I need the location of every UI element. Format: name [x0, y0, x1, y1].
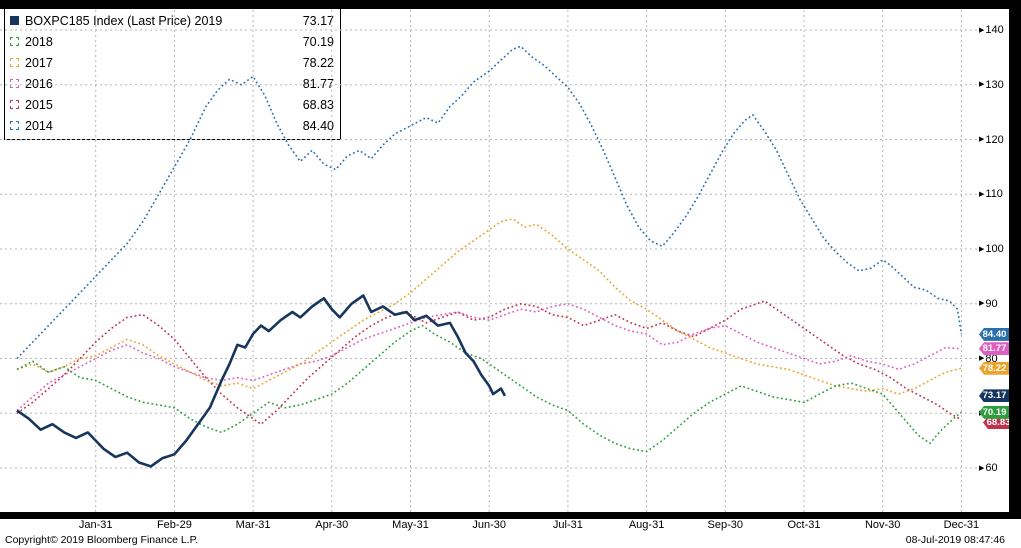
- y-tick-label: 60: [985, 462, 998, 474]
- x-axis-tick-Apr-30: Apr-30: [315, 519, 349, 531]
- timestamp-text: 08-Jul-2019 08:47:46: [905, 534, 1005, 546]
- last-price-badge-2016: 81.77: [979, 342, 1010, 356]
- tick-arrow-icon: ▶: [979, 136, 985, 143]
- last-price-badge-2018: 70.19: [979, 405, 1010, 419]
- legend-value: 70.19: [302, 34, 334, 49]
- legend-row-2017: 2017 78.22: [10, 52, 334, 73]
- legend-marker-2017-icon: [10, 58, 19, 67]
- copyright-text: Copyright© 2019 Bloomberg Finance L.P.: [5, 534, 199, 546]
- y-axis-tick-110: ▶ 110: [979, 187, 1009, 201]
- tick-arrow-icon: ▶: [979, 464, 985, 472]
- legend-value: 81.77: [302, 76, 334, 91]
- right-border-bar: [1009, 0, 1021, 519]
- tick-arrow-icon: ▶: [979, 81, 985, 89]
- legend-box: BOXPC185 Index (Last Price) 2019 73.17 201…: [4, 8, 341, 140]
- x-axis-tick-Jan-31: Jan-31: [78, 519, 113, 531]
- legend-row-2019: BOXPC185 Index (Last Price) 2019 73.17: [10, 10, 334, 31]
- legend-row-2018: 2018 70.19: [10, 31, 334, 52]
- y-tick-label: 80: [985, 352, 998, 365]
- x-axis-tick-Jun-30: Jun-30: [472, 519, 506, 531]
- x-axis-tick-Jul-31: Jul-31: [552, 519, 583, 531]
- legend-label: 2017: [25, 55, 53, 70]
- y-tick-label: 90: [985, 297, 998, 310]
- y-axis-tick-90: ▶ 90: [979, 297, 1009, 311]
- legend-marker-2018-icon: [10, 37, 19, 46]
- legend-label: 2014: [25, 118, 53, 133]
- series-line-2019: [16, 294, 507, 468]
- legend-row-2014: 2014 84.40: [10, 115, 334, 136]
- legend-value: 84.40: [302, 118, 334, 133]
- legend-marker-2016-icon: [10, 79, 19, 88]
- tick-arrow-icon: ▶: [979, 190, 985, 198]
- legend-marker-2015-icon: [10, 100, 19, 109]
- legend-label: 2016: [25, 76, 53, 91]
- legend-row-2015: 2015 68.83: [10, 94, 334, 115]
- y-axis-tick-140: ▶ 140: [979, 23, 1009, 37]
- legend-value: 68.83: [302, 97, 334, 112]
- legend-label: BOXPC185 Index (Last Price) 2019: [25, 13, 223, 28]
- series-line-2014: [16, 45, 963, 360]
- y-axis-tick-100: ▶ 100: [979, 242, 1009, 256]
- legend-value: 78.22: [302, 55, 334, 70]
- last-price-badge-2015: 68.83: [983, 416, 1014, 430]
- x-axis-tick-Sep-30: Sep-30: [707, 519, 744, 531]
- x-axis-tick-Mar-31: Mar-31: [235, 519, 271, 531]
- x-axis-tick-Nov-30: Nov-30: [864, 519, 901, 531]
- legend-label: 2015: [25, 97, 53, 112]
- top-border-bar: [0, 0, 1021, 9]
- legend-value: 73.17: [302, 13, 334, 28]
- last-price-badge-2019: 73.17: [979, 389, 1010, 403]
- series-line-2015: [16, 300, 962, 426]
- tick-arrow-icon: ▶: [979, 355, 985, 362]
- y-tick-label: 140: [985, 24, 1004, 36]
- x-axis-tick-Feb-29: Feb-29: [156, 519, 192, 531]
- y-tick-label: 110: [985, 188, 1003, 201]
- y-tick-label: 100: [985, 243, 1004, 255]
- x-axis-tick-May-31: May-31: [392, 519, 429, 531]
- tick-arrow-icon: ▶: [979, 245, 985, 253]
- last-price-badge-2017: 78.22: [979, 361, 1010, 375]
- tick-arrow-icon: ▶: [979, 26, 985, 34]
- last-price-badge-2014: 84.40: [979, 327, 1010, 341]
- y-axis-tick-130: ▶ 130: [979, 78, 1009, 92]
- x-axis-tick-Dec-31: Dec-31: [943, 519, 980, 531]
- tick-arrow-icon: ▶: [979, 300, 985, 308]
- y-axis-tick-60: ▶ 60: [979, 461, 1009, 475]
- bottom-border-bar: [0, 512, 1021, 519]
- x-axis-tick-Aug-31: Aug-31: [628, 519, 665, 531]
- legend-marker-2019-icon: [10, 16, 19, 25]
- legend-label: 2018: [25, 34, 53, 49]
- series-line-2018: [16, 324, 962, 453]
- series-line-2017: [16, 218, 962, 395]
- y-tick-label: 130: [985, 78, 1004, 91]
- y-tick-label: 120: [985, 133, 1004, 146]
- series-line-2016: [16, 302, 962, 412]
- y-axis-tick-80: ▶ 80: [979, 352, 1009, 366]
- legend-row-2016: 2016 81.77: [10, 73, 334, 94]
- y-axis-tick-120: ▶ 120: [979, 133, 1009, 147]
- x-axis-tick-Oct-31: Oct-31: [787, 519, 821, 531]
- legend-marker-2014-icon: [10, 121, 19, 130]
